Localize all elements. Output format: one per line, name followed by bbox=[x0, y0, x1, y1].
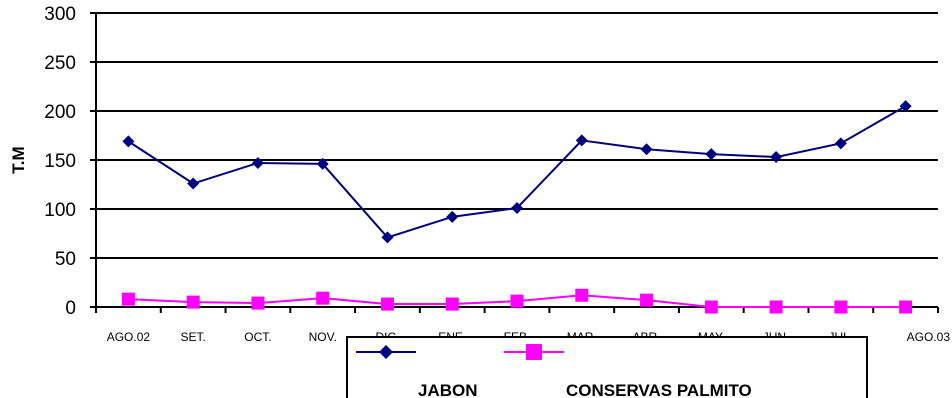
y-axis-label: T.M bbox=[9, 146, 28, 173]
data-point-conservas-palmito bbox=[511, 295, 524, 308]
data-point-conservas-palmito bbox=[446, 298, 459, 311]
legend-marker-conservas-palmito bbox=[526, 344, 542, 360]
data-point-conservas-palmito bbox=[381, 298, 394, 311]
series bbox=[122, 100, 912, 313]
legend-label-jabon: JABON bbox=[418, 381, 478, 398]
x-tick-label: OCT. bbox=[244, 330, 271, 344]
data-point-jabon bbox=[835, 137, 847, 149]
data-point-jabon bbox=[705, 148, 717, 160]
data-point-conservas-palmito bbox=[575, 289, 588, 302]
data-point-conservas-palmito bbox=[316, 292, 329, 305]
data-point-conservas-palmito bbox=[122, 293, 135, 306]
data-point-jabon bbox=[446, 211, 458, 223]
data-point-conservas-palmito bbox=[770, 301, 783, 314]
data-point-conservas-palmito bbox=[899, 301, 912, 314]
legend: JABON CONSERVAS PALMITO bbox=[347, 337, 867, 398]
legend-label-conservas-palmito: CONSERVAS PALMITO bbox=[566, 381, 752, 398]
y-tick-label: 200 bbox=[44, 102, 76, 123]
y-tick-label: 50 bbox=[55, 249, 76, 270]
y-tick-label: 250 bbox=[44, 53, 76, 74]
x-tick-label: SET. bbox=[180, 330, 205, 344]
series-line-jabon bbox=[128, 106, 905, 237]
data-point-jabon bbox=[641, 143, 653, 155]
data-point-conservas-palmito bbox=[834, 301, 847, 314]
x-tick-label: AGO.03 bbox=[907, 330, 951, 344]
data-point-conservas-palmito bbox=[251, 297, 264, 310]
data-point-jabon bbox=[252, 157, 264, 169]
y-tick-label: 0 bbox=[65, 298, 76, 319]
y-axis-tick-labels: 0 50 100 150 200 250 300 bbox=[44, 4, 96, 319]
data-point-jabon bbox=[187, 178, 199, 190]
x-tick-label: NOV. bbox=[309, 330, 337, 344]
data-point-conservas-palmito bbox=[705, 301, 718, 314]
data-point-jabon bbox=[122, 135, 134, 147]
gridlines bbox=[96, 13, 938, 258]
y-tick-label: 100 bbox=[44, 200, 76, 221]
data-point-conservas-palmito bbox=[187, 296, 200, 309]
data-point-jabon bbox=[770, 151, 782, 163]
y-tick-label: 300 bbox=[44, 4, 76, 25]
x-tick-label: AGO.02 bbox=[107, 330, 151, 344]
data-point-conservas-palmito bbox=[640, 294, 653, 307]
y-tick-label: 150 bbox=[44, 151, 76, 172]
